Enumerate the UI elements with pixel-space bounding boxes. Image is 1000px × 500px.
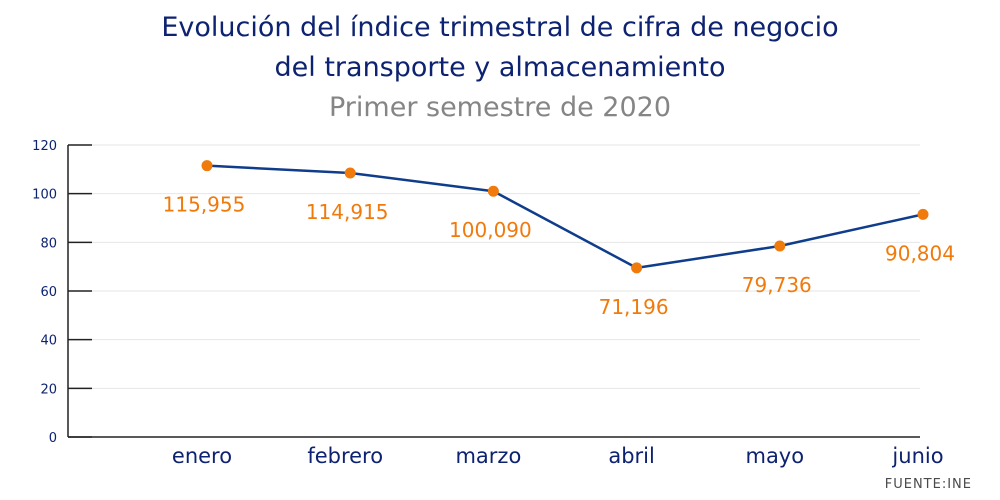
y-tick-label-100: 100 (32, 188, 57, 203)
x-tick-label-junio: junio (891, 444, 943, 468)
data-point-mayo (774, 240, 786, 252)
chart-subtitle: Primer semestre de 2020 (329, 92, 671, 123)
data-label-febrero: 114,915 (306, 200, 389, 224)
data-point-enero (201, 160, 213, 172)
data-label-enero: 115,955 (163, 193, 246, 217)
source-note: FUENTE:INE (884, 477, 972, 492)
x-tick-label-febrero: febrero (307, 444, 383, 468)
y-tick-label-0: 0 (49, 431, 57, 446)
chart-title-line-1: Evolución del índice trimestral de cifra… (161, 12, 839, 43)
y-tick-label-40: 40 (40, 334, 57, 349)
y-tick-label-80: 80 (40, 236, 57, 251)
data-label-abril: 71,196 (599, 295, 669, 319)
x-tick-label-marzo: marzo (455, 444, 521, 468)
data-label-mayo: 79,736 (742, 273, 812, 297)
y-tick-label-120: 120 (32, 139, 57, 154)
y-tick-label-60: 60 (40, 285, 57, 300)
data-point-febrero (344, 167, 356, 179)
data-label-junio: 90,804 (885, 241, 955, 265)
x-tick-label-mayo: mayo (745, 444, 804, 468)
data-label-marzo: 100,090 (449, 218, 532, 242)
series-line (206, 164, 924, 270)
y-tick-label-20: 20 (40, 382, 57, 397)
data-point-abril (631, 262, 643, 274)
data-point-marzo (487, 185, 499, 197)
chart-title-line-2: del transporte y almacenamiento (274, 52, 726, 83)
x-tick-label-enero: enero (172, 444, 232, 468)
x-tick-label-abril: abril (608, 444, 655, 468)
data-point-junio (917, 208, 929, 220)
